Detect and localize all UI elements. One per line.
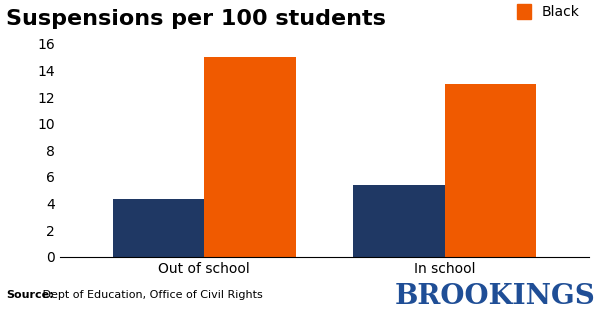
Legend: White, Black: White, Black bbox=[517, 0, 582, 19]
Bar bbox=[113, 199, 204, 257]
Text: Source:: Source: bbox=[6, 290, 53, 300]
Text: Suspensions per 100 students: Suspensions per 100 students bbox=[6, 9, 386, 29]
Bar bbox=[353, 185, 445, 257]
Text: Dept of Education, Office of Civil Rights: Dept of Education, Office of Civil Right… bbox=[39, 290, 263, 300]
Text: BROOKINGS: BROOKINGS bbox=[394, 283, 595, 310]
Bar bbox=[445, 84, 536, 257]
Bar bbox=[204, 57, 296, 257]
